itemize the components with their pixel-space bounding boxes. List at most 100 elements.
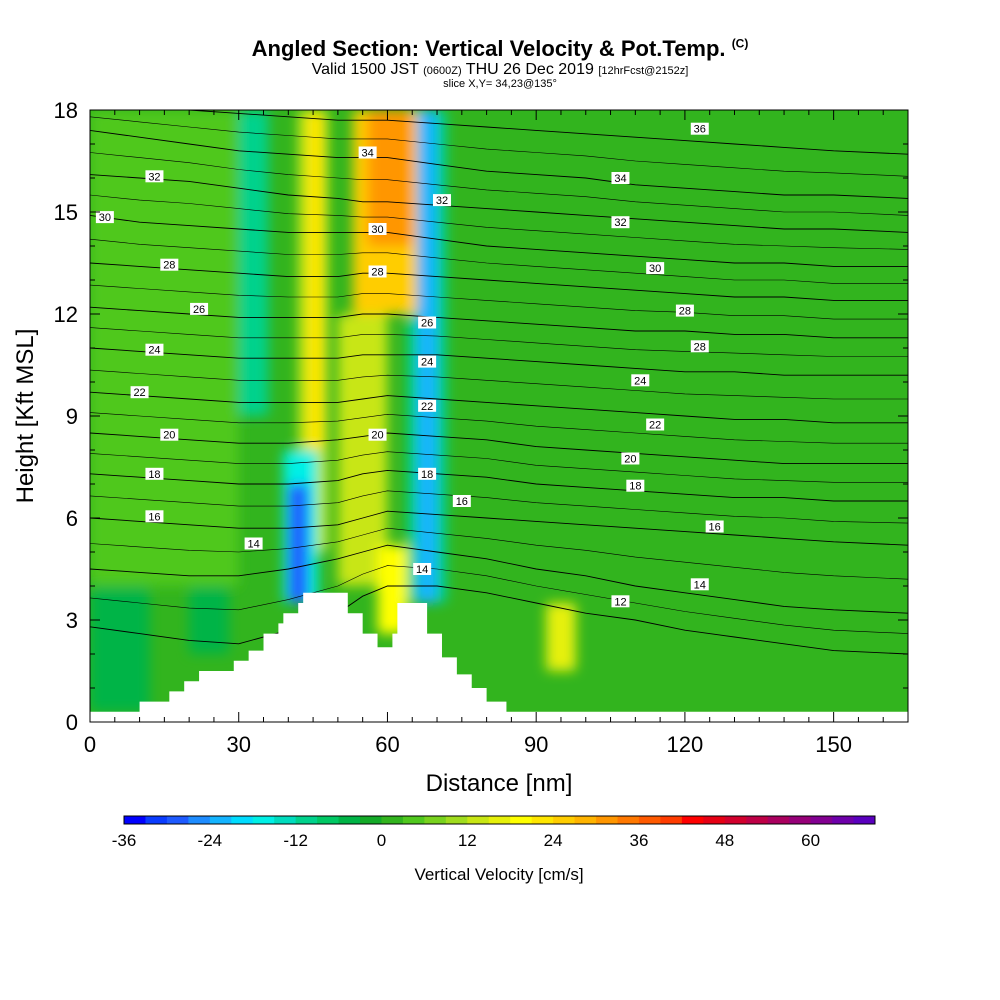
contour-label: 24 xyxy=(148,345,160,357)
chart-title-text: Angled Section: Vertical Velocity & Pot.… xyxy=(251,36,726,61)
contour-label-box xyxy=(145,467,164,480)
contour-label-box xyxy=(611,595,630,608)
theta-contour-18 xyxy=(90,469,908,502)
contour-label: 20 xyxy=(624,454,636,466)
contour-label: 16 xyxy=(148,511,160,523)
theta-contour-minor xyxy=(90,412,908,444)
theta-contour-minor xyxy=(90,527,908,580)
theta-contour-32 xyxy=(90,174,908,233)
colorbar-swatch xyxy=(488,816,511,824)
colorbar-swatch xyxy=(832,816,855,824)
colorbar-swatch xyxy=(424,816,447,824)
contour-label-box xyxy=(95,211,114,224)
contour-label-box xyxy=(160,258,179,271)
theta-contour-minor xyxy=(90,565,908,634)
contour-label-box xyxy=(145,343,164,356)
contour-label-box xyxy=(130,386,149,399)
theta-contour-minor xyxy=(90,116,908,177)
theta-contour-minor xyxy=(90,327,908,357)
contour-label-box xyxy=(418,355,437,368)
contour-label: 28 xyxy=(163,260,175,272)
colorbar-tick-label: -12 xyxy=(283,831,308,850)
theta-contour-30 xyxy=(90,214,908,267)
theta-contour-24 xyxy=(90,347,908,376)
x-tick-label: 150 xyxy=(815,732,852,757)
theta-contour-22 xyxy=(90,391,908,424)
velocity-band xyxy=(367,110,413,246)
contour-label: 18 xyxy=(421,469,433,481)
colorbar-swatch xyxy=(789,816,812,824)
colorbar-swatch xyxy=(360,816,382,824)
contour-label: 24 xyxy=(634,375,646,387)
plot-area: 30 32 28 26 24 22 20 18 16 14 34 30 28 20 32 26 24 22 18 16… xyxy=(90,110,908,722)
contour-label-box xyxy=(611,172,630,184)
forecast-info: [12hrFcst@2152z] xyxy=(598,65,689,77)
velocity-band xyxy=(546,603,576,671)
contour-label: 34 xyxy=(614,173,626,185)
colorbar-swatch xyxy=(853,816,876,824)
contour-label: 18 xyxy=(148,469,160,481)
contour-label-box xyxy=(418,467,437,480)
y-tick-label: 6 xyxy=(66,506,78,531)
y-tick-label: 0 xyxy=(66,710,78,735)
contour-labels: 30 32 28 26 24 22 20 18 16 14 34 30 28 20 32 26 24 22 18 16… xyxy=(95,122,724,608)
x-tick-label: 60 xyxy=(375,732,399,757)
contour-label-box xyxy=(358,146,377,159)
contour-label-box xyxy=(413,563,432,575)
x-tick-label: 0 xyxy=(84,732,96,757)
contour-label-box xyxy=(452,495,471,507)
contour-label: 32 xyxy=(614,217,626,229)
y-tick-label: 12 xyxy=(54,302,78,327)
x-tick-label: 30 xyxy=(226,732,250,757)
valid-prefix: Valid 1500 JST xyxy=(311,61,419,78)
y-tick-label: 18 xyxy=(54,98,78,123)
colorbar-swatch xyxy=(638,816,661,824)
contour-label-box xyxy=(646,262,665,275)
colorbar: -36 -24 -12 0 12 24 36 48 60 xyxy=(112,815,876,850)
contour-label: 26 xyxy=(193,304,205,316)
contour-label-box xyxy=(631,374,650,387)
colorbar-swatch xyxy=(402,816,425,824)
colorbar-swatch xyxy=(209,816,232,824)
theta-contour-minor xyxy=(90,152,908,216)
contour-label: 28 xyxy=(694,341,706,353)
theta-contour-12 xyxy=(90,585,908,655)
contour-label: 14 xyxy=(416,564,428,576)
contour-label-box xyxy=(621,452,640,465)
theta-contour-28 xyxy=(90,262,908,301)
colorbar-swatch xyxy=(703,816,726,824)
x-tick-label: 120 xyxy=(667,732,704,757)
contour-label: 26 xyxy=(421,318,433,330)
contour-label: 14 xyxy=(694,579,706,591)
theta-contour-34 xyxy=(90,129,908,199)
colorbar-swatch xyxy=(767,816,790,824)
valid-date: THU 26 Dec 2019 xyxy=(465,61,594,78)
theta-contour-minor xyxy=(90,369,908,400)
theta-contour-14 xyxy=(90,544,908,614)
contour-label-box xyxy=(690,578,709,591)
valid-utc: (0600Z) xyxy=(423,65,462,77)
theta-contour-26 xyxy=(90,306,908,339)
contour-label: 12 xyxy=(614,596,626,608)
colorbar-swatch xyxy=(574,816,597,824)
y-axis-title: Height [Kft MSL] xyxy=(12,329,39,504)
colorbar-swatch xyxy=(317,816,340,824)
colorbar-swatch xyxy=(145,816,168,824)
contour-label-box xyxy=(432,194,451,207)
chart-title-tag: (C) xyxy=(731,36,749,51)
colorbar-swatch xyxy=(445,816,468,824)
velocity-band xyxy=(337,314,388,586)
contour-label: 32 xyxy=(436,195,448,207)
colorbar-swatch xyxy=(188,816,211,824)
contour-label: 22 xyxy=(133,387,145,399)
colorbar-swatch xyxy=(252,816,275,824)
contour-label-box xyxy=(646,418,665,431)
terrain xyxy=(90,592,908,722)
contour-label-box xyxy=(145,510,164,523)
contour-label-box xyxy=(190,302,209,315)
x-axis-title: Distance [nm] xyxy=(426,770,573,797)
colorbar-swatch xyxy=(510,816,533,824)
colorbar-swatch xyxy=(596,816,619,824)
colorbar-swatch xyxy=(274,816,297,824)
